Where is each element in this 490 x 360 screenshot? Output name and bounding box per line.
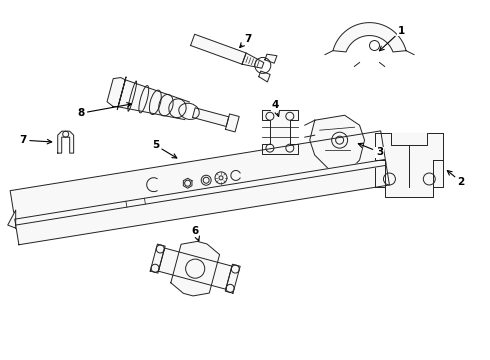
Text: 8: 8: [77, 103, 131, 118]
Polygon shape: [262, 110, 298, 154]
Polygon shape: [375, 133, 443, 197]
Polygon shape: [259, 71, 270, 82]
Polygon shape: [333, 23, 406, 52]
Polygon shape: [8, 210, 16, 228]
Polygon shape: [392, 133, 427, 145]
Polygon shape: [242, 53, 264, 68]
Polygon shape: [118, 80, 190, 120]
Polygon shape: [107, 77, 125, 107]
Polygon shape: [225, 114, 239, 132]
Text: 7: 7: [19, 135, 52, 145]
Polygon shape: [310, 115, 365, 170]
Polygon shape: [58, 131, 74, 153]
Polygon shape: [193, 108, 229, 126]
Text: 4: 4: [271, 100, 279, 116]
Text: 7: 7: [240, 33, 252, 48]
Polygon shape: [158, 248, 232, 289]
Text: 6: 6: [192, 226, 199, 241]
Polygon shape: [191, 34, 246, 64]
Polygon shape: [150, 244, 165, 273]
Polygon shape: [15, 159, 386, 225]
Polygon shape: [10, 131, 390, 245]
Text: 1: 1: [379, 26, 405, 51]
Text: 3: 3: [358, 143, 383, 157]
Polygon shape: [225, 264, 240, 293]
Polygon shape: [171, 242, 220, 296]
Text: 5: 5: [152, 140, 177, 158]
Polygon shape: [265, 54, 277, 63]
Text: 2: 2: [447, 171, 465, 187]
Polygon shape: [183, 178, 192, 188]
